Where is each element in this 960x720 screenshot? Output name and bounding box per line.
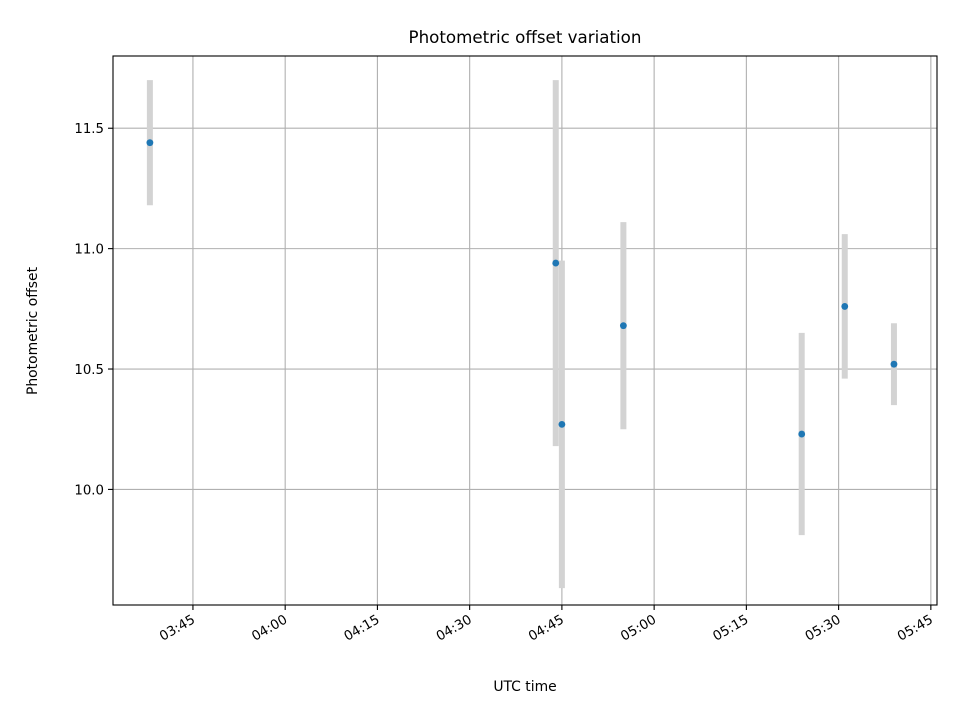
y-tick-label: 10.0 <box>74 483 104 498</box>
plot-data <box>146 80 898 589</box>
y-tick-label: 11.5 <box>74 122 104 137</box>
data-point <box>841 303 849 310</box>
y-tick-label: 11.0 <box>74 243 104 258</box>
data-point <box>798 430 806 438</box>
y-axis: 10.0 10.5 11.0 11.5 <box>74 122 113 498</box>
x-axis-label: UTC time <box>493 679 556 695</box>
y-tick-label: 10.5 <box>74 363 104 378</box>
plot-frame <box>112 55 938 606</box>
data-point <box>146 139 154 147</box>
chart-title: Photometric offset variation <box>409 27 642 47</box>
data-point <box>558 421 566 428</box>
data-point <box>890 360 898 368</box>
data-point <box>552 259 560 267</box>
data-point <box>619 322 627 330</box>
y-axis-label: Photometric offset <box>25 266 41 395</box>
